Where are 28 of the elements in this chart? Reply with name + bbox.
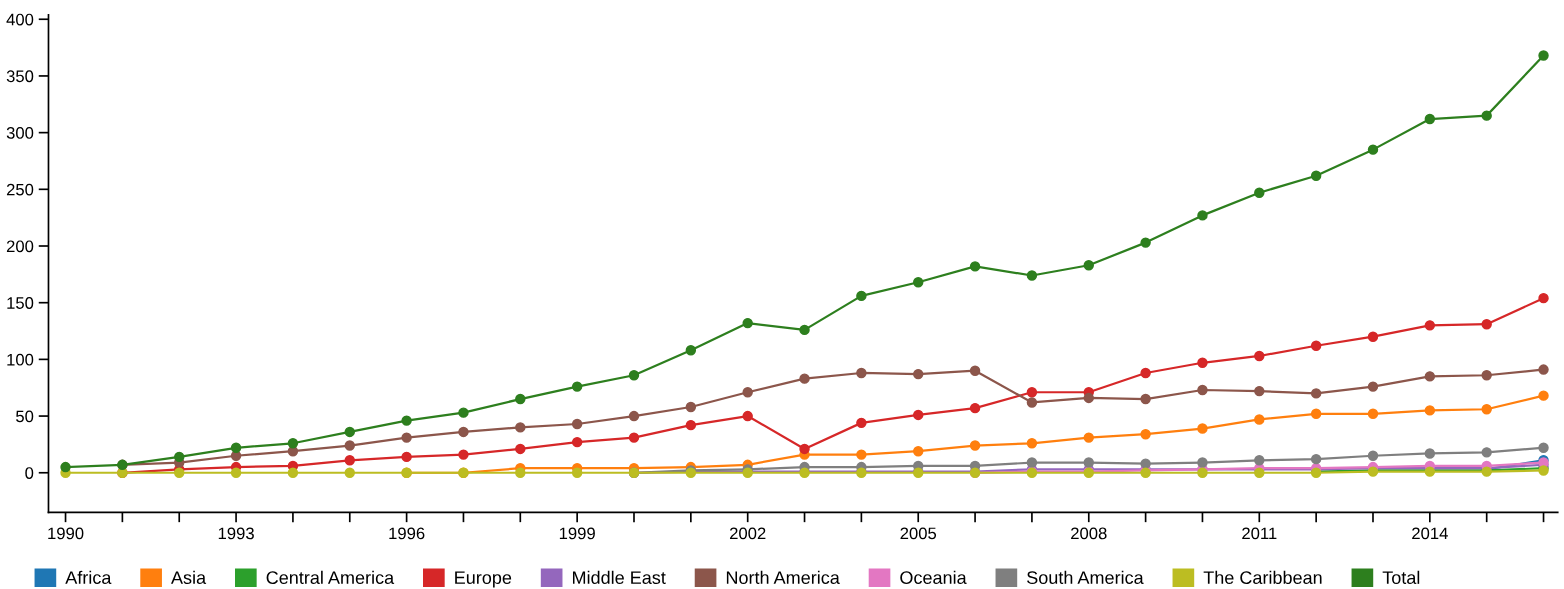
x-tick-label: 2002 <box>729 527 766 540</box>
x-tick-label: 2014 <box>1412 527 1448 540</box>
y-tick-label: 400 <box>6 13 34 26</box>
x-tick-label: 2005 <box>900 527 937 540</box>
legend-label: Asia <box>171 570 207 585</box>
legend-label: South America <box>1027 570 1144 585</box>
legend-label: Africa <box>65 570 112 585</box>
y-tick-label: 150 <box>7 297 34 309</box>
x-tick-label: 1993 <box>218 527 254 540</box>
y-tick-label: 200 <box>6 240 34 253</box>
legend-label: Total <box>1382 570 1420 585</box>
legend-label: Central America <box>266 570 395 585</box>
legend-label: The Caribbean <box>1203 570 1322 585</box>
y-tick-label: 250 <box>6 183 34 196</box>
y-tick-label: 350 <box>6 70 34 83</box>
x-tick-label: 2008 <box>1071 527 1107 540</box>
legend-label: Middle East <box>572 570 666 585</box>
legend-label: North America <box>726 570 840 585</box>
x-tick-label: 1999 <box>559 527 595 540</box>
x-tick-label: 1990 <box>48 527 84 540</box>
y-tick-label: 300 <box>6 127 34 139</box>
x-tick-label: 2011 <box>1242 527 1277 540</box>
legend-label: Oceania <box>900 570 967 585</box>
y-tick-label: 100 <box>7 353 34 366</box>
y-tick-label: 0 <box>25 467 34 479</box>
legend-label: Europe <box>455 571 512 588</box>
y-tick-label: 50 <box>16 410 34 423</box>
x-tick-label: 1996 <box>389 527 425 540</box>
